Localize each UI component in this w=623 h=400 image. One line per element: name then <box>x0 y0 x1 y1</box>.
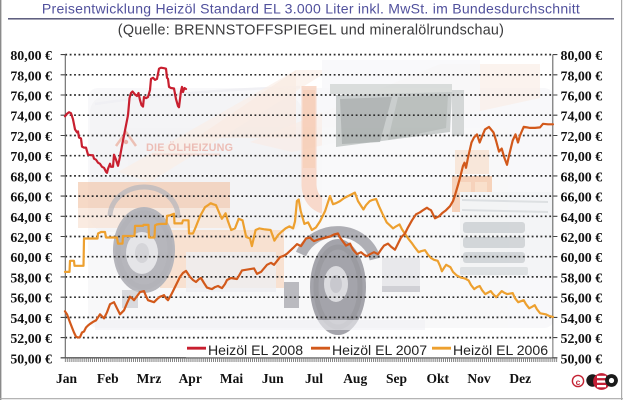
svg-text:Mai: Mai <box>220 371 243 386</box>
svg-text:64,00 €: 64,00 € <box>10 211 52 226</box>
svg-text:(Quelle: BRENNSTOFFSPIEGEL und: (Quelle: BRENNSTOFFSPIEGEL und mineralöl… <box>118 23 504 39</box>
svg-text:74,00 €: 74,00 € <box>561 110 603 125</box>
svg-text:60,00 €: 60,00 € <box>561 251 603 266</box>
svg-text:Nov: Nov <box>467 371 490 386</box>
svg-text:66,00 €: 66,00 € <box>561 191 603 206</box>
svg-text:70,00 €: 70,00 € <box>10 150 52 165</box>
svg-text:76,00 €: 76,00 € <box>561 90 603 105</box>
svg-text:58,00 €: 58,00 € <box>10 271 52 286</box>
svg-text:50,00 €: 50,00 € <box>10 352 52 367</box>
svg-text:68,00 €: 68,00 € <box>561 170 603 185</box>
svg-text:56,00 €: 56,00 € <box>561 292 603 307</box>
svg-text:50,00 €: 50,00 € <box>561 352 603 367</box>
svg-text:Aug: Aug <box>343 371 367 386</box>
svg-text:62,00 €: 62,00 € <box>10 231 52 246</box>
svg-text:Jun: Jun <box>262 371 284 386</box>
svg-text:62,00 €: 62,00 € <box>561 231 603 246</box>
svg-text:72,00 €: 72,00 € <box>561 130 603 145</box>
svg-text:Jul: Jul <box>305 371 323 386</box>
svg-text:80,00 €: 80,00 € <box>10 49 52 64</box>
svg-text:Dez: Dez <box>509 371 531 386</box>
svg-text:66,00 €: 66,00 € <box>10 191 52 206</box>
svg-text:52,00 €: 52,00 € <box>561 332 603 347</box>
svg-text:72,00 €: 72,00 € <box>10 130 52 145</box>
svg-text:78,00 €: 78,00 € <box>10 69 52 84</box>
svg-text:Feb: Feb <box>97 371 119 386</box>
svg-text:Okt: Okt <box>427 371 450 386</box>
svg-text:c: c <box>576 377 581 387</box>
svg-text:80,00 €: 80,00 € <box>561 49 603 64</box>
svg-text:Heizöl EL 2008: Heizöl EL 2008 <box>208 342 303 358</box>
svg-text:74,00 €: 74,00 € <box>10 110 52 125</box>
svg-text:78,00 €: 78,00 € <box>561 69 603 84</box>
svg-text:64,00 €: 64,00 € <box>561 211 603 226</box>
svg-text:52,00 €: 52,00 € <box>10 332 52 347</box>
svg-text:Mrz: Mrz <box>137 371 162 386</box>
svg-text:Apr: Apr <box>179 371 202 386</box>
svg-text:68,00 €: 68,00 € <box>10 170 52 185</box>
svg-text:Heizöl EL 2007: Heizöl EL 2007 <box>332 342 427 358</box>
svg-text:Jan: Jan <box>56 371 78 386</box>
svg-text:54,00 €: 54,00 € <box>10 312 52 327</box>
svg-text:56,00 €: 56,00 € <box>10 292 52 307</box>
svg-text:DIE ÖLHEIZUNG: DIE ÖLHEIZUNG <box>146 141 233 154</box>
svg-text:58,00 €: 58,00 € <box>561 271 603 286</box>
svg-text:Heizöl EL 2006: Heizöl EL 2006 <box>453 342 548 358</box>
svg-text:60,00 €: 60,00 € <box>10 251 52 266</box>
svg-text:Sep: Sep <box>386 371 407 386</box>
svg-text:76,00 €: 76,00 € <box>10 90 52 105</box>
svg-text:Preisentwicklung Heizöl Standa: Preisentwicklung Heizöl Standard EL 3.00… <box>42 1 580 17</box>
svg-text:54,00 €: 54,00 € <box>561 312 603 327</box>
svg-text:70,00 €: 70,00 € <box>561 150 603 165</box>
